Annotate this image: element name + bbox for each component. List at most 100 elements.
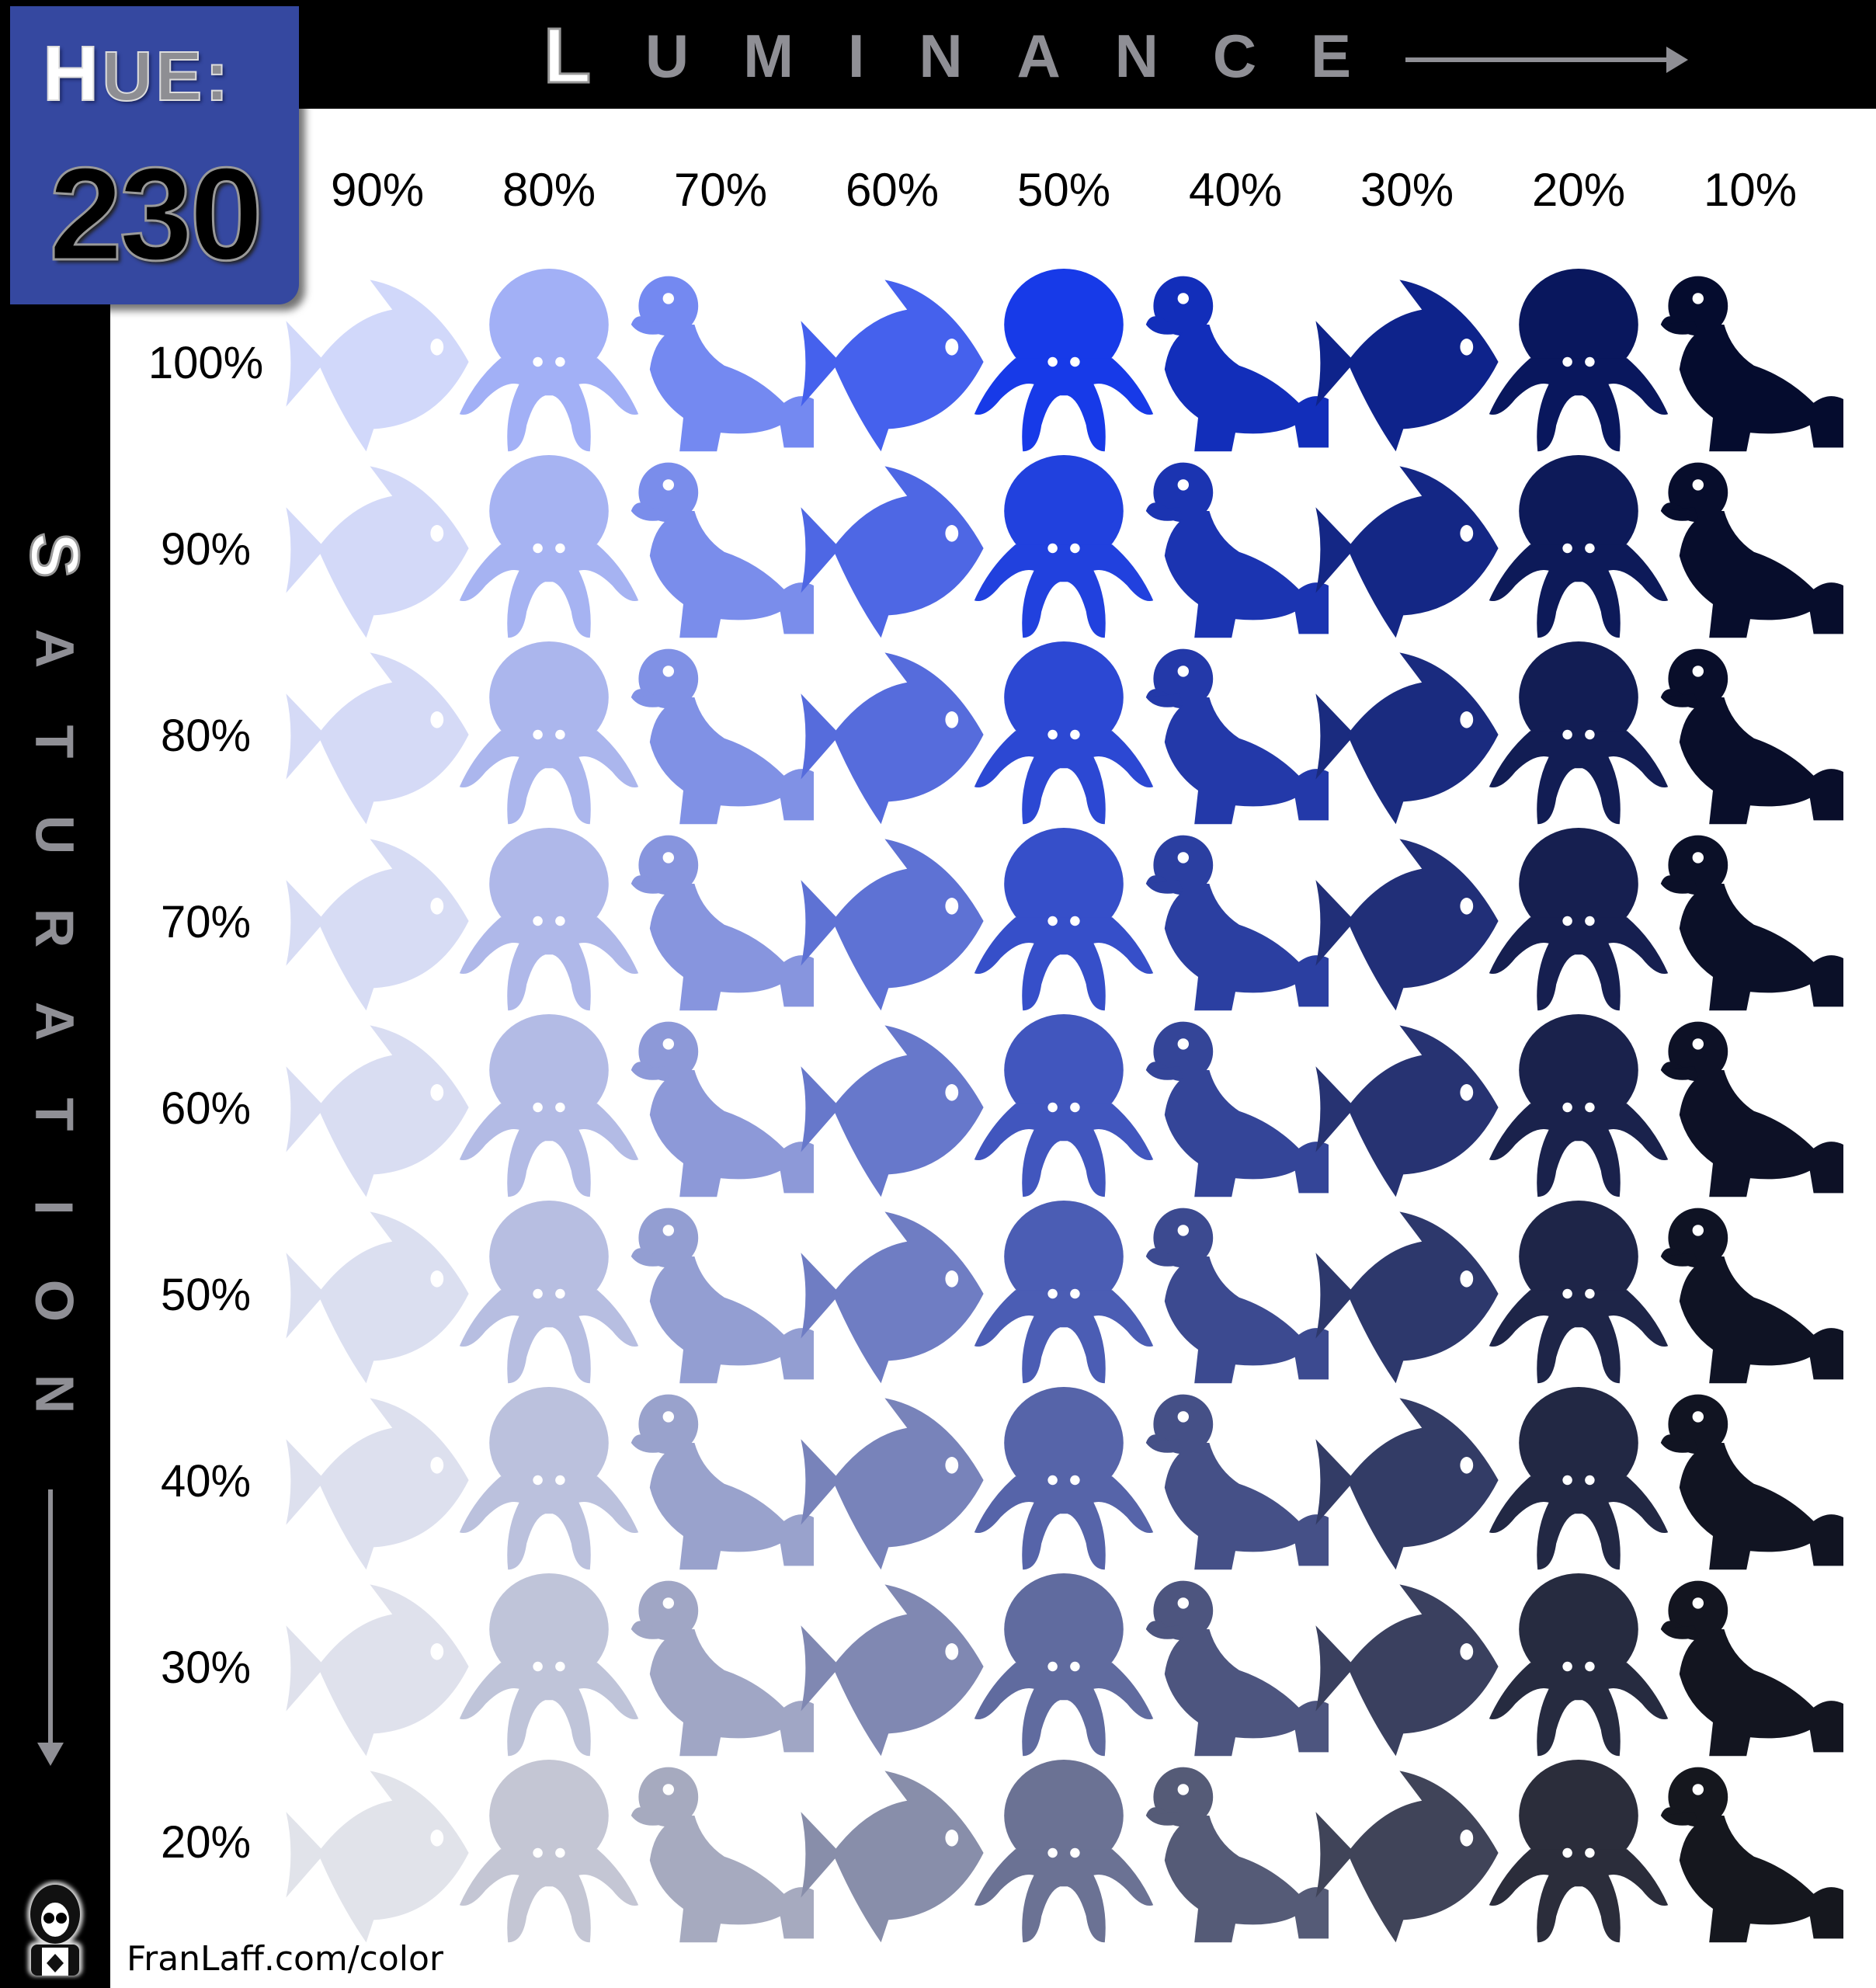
octopus-icon	[456, 828, 642, 1014]
octopus-icon	[1485, 1201, 1672, 1387]
saturation-row-label: 20%	[160, 1817, 252, 1868]
fish-icon	[1314, 828, 1500, 1014]
octopus-swatch	[456, 1573, 642, 1760]
octopus-swatch	[456, 1014, 642, 1201]
fish-swatch	[284, 1014, 471, 1201]
octopus-icon	[1485, 1014, 1672, 1201]
seal-icon	[1142, 1387, 1329, 1573]
seal-swatch	[1142, 828, 1329, 1014]
seal-swatch	[1142, 641, 1329, 828]
seal-swatch	[1142, 1760, 1329, 1946]
fish-icon	[284, 269, 471, 455]
fish-icon	[284, 1760, 471, 1946]
octopus-swatch	[456, 1201, 642, 1387]
saturation-title-letter: R	[24, 908, 85, 948]
octopus-icon	[971, 1760, 1157, 1946]
seal-swatch	[627, 1201, 814, 1387]
fish-icon	[799, 1760, 985, 1946]
octopus-icon	[456, 641, 642, 828]
seal-swatch	[1657, 1201, 1843, 1387]
fish-swatch	[284, 828, 471, 1014]
luminance-column-label: 50%	[1016, 164, 1111, 216]
seal-icon	[1657, 455, 1843, 641]
seal-swatch	[1142, 1387, 1329, 1573]
octopus-swatch	[971, 1014, 1157, 1201]
octopus-icon	[456, 1760, 642, 1946]
octopus-icon	[971, 269, 1157, 455]
saturation-row-label: 50%	[160, 1270, 252, 1320]
saturation-row-label: 80%	[160, 711, 252, 761]
luminance-column-label: 60%	[845, 164, 940, 216]
seal-icon	[627, 828, 814, 1014]
fish-icon	[284, 1014, 471, 1201]
octopus-swatch	[456, 1760, 642, 1946]
octopus-icon	[1485, 269, 1672, 455]
seal-icon	[627, 269, 814, 455]
octopus-swatch	[1485, 828, 1672, 1014]
fish-icon	[1314, 1201, 1500, 1387]
seal-swatch	[1657, 1387, 1843, 1573]
fish-icon	[799, 828, 985, 1014]
seal-swatch	[1142, 1201, 1329, 1387]
octopus-icon	[456, 455, 642, 641]
seal-icon	[627, 455, 814, 641]
fish-icon	[1314, 1760, 1500, 1946]
luminance-column-label: 10%	[1703, 164, 1798, 216]
fish-swatch	[284, 269, 471, 455]
octopus-swatch	[456, 1387, 642, 1573]
octopus-swatch	[1485, 1387, 1672, 1573]
fish-swatch	[799, 455, 985, 641]
octopus-swatch	[456, 269, 642, 455]
fish-swatch	[1314, 1201, 1500, 1387]
octopus-swatch	[1485, 1201, 1672, 1387]
luminance-column-label: 20%	[1531, 164, 1626, 216]
arrow-down-icon	[37, 1489, 64, 1766]
octopus-swatch	[971, 1387, 1157, 1573]
octopus-icon	[1485, 1760, 1672, 1946]
luminance-title-letter: I	[847, 22, 865, 90]
fish-swatch	[284, 1760, 471, 1946]
seal-icon	[1657, 828, 1843, 1014]
octopus-icon	[1485, 641, 1672, 828]
octopus-swatch	[456, 641, 642, 828]
seal-swatch	[627, 1387, 814, 1573]
fish-swatch	[1314, 1760, 1500, 1946]
octopus-swatch	[971, 1760, 1157, 1946]
fish-icon	[284, 641, 471, 828]
luminance-column-label: 40%	[1188, 164, 1283, 216]
seal-swatch	[1657, 1573, 1843, 1760]
saturation-title-letter: A	[24, 1001, 85, 1041]
seal-swatch	[627, 1014, 814, 1201]
luminance-title-letter: L	[542, 12, 592, 99]
seal-swatch	[1657, 1760, 1843, 1946]
luminance-column-label: 90%	[330, 164, 425, 216]
octopus-icon	[456, 1201, 642, 1387]
seal-swatch	[627, 641, 814, 828]
hue-label-cap: H	[42, 30, 102, 118]
saturation-title-letter: U	[24, 815, 85, 855]
luminance-title-letter: E	[1310, 22, 1351, 90]
octopus-swatch	[456, 828, 642, 1014]
octopus-swatch	[971, 269, 1157, 455]
hue-box: HUE: 230	[10, 6, 299, 304]
fish-icon	[1314, 269, 1500, 455]
fish-swatch	[799, 269, 985, 455]
seal-swatch	[627, 1760, 814, 1946]
seal-icon	[627, 1014, 814, 1201]
fish-swatch	[284, 641, 471, 828]
seal-icon	[1657, 1387, 1843, 1573]
octopus-icon	[1485, 828, 1672, 1014]
octopus-icon	[971, 455, 1157, 641]
seal-swatch	[1142, 455, 1329, 641]
seal-icon	[1657, 1760, 1843, 1946]
octopus-swatch	[971, 828, 1157, 1014]
seal-icon	[1142, 455, 1329, 641]
fish-icon	[1314, 1573, 1500, 1760]
luminance-column-label: 70%	[673, 164, 768, 216]
fish-swatch	[1314, 828, 1500, 1014]
saturation-title-letter: O	[23, 1279, 85, 1322]
fish-icon	[799, 1387, 985, 1573]
saturation-title-letter: T	[23, 1097, 85, 1131]
octopus-icon	[971, 1387, 1157, 1573]
